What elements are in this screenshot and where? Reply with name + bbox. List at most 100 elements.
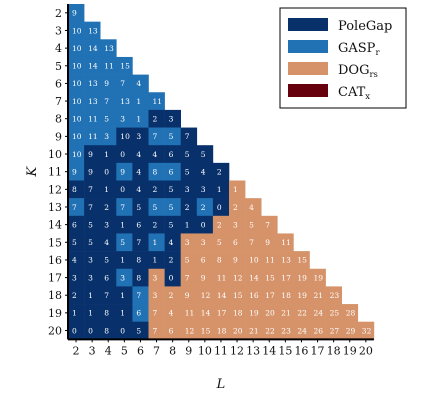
y-tick-label: 8 [55,113,62,126]
heatmap-cell [196,233,214,252]
cell-value-label: 6 [233,238,238,247]
legend-label-subscript: x [365,92,370,102]
heatmap-cell [164,251,181,270]
heatmap-cell [84,286,101,305]
cell-value-label: 19 [297,273,307,282]
heatmap-cell [293,268,310,287]
cell-value-label: 7 [72,203,77,212]
cell-value-label: 10 [120,132,130,141]
cell-value-label: 9 [185,291,190,300]
x-tick-label: 3 [89,344,96,357]
heatmap-cell [180,180,198,199]
y-tick-label: 6 [55,77,62,90]
cell-value-label: 21 [249,326,259,335]
heatmap-cell [148,251,165,270]
heatmap-cell [100,286,117,305]
heatmap-cell [68,145,85,164]
cell-value-label: 4 [153,150,158,159]
y-tick-label: 4 [55,42,62,55]
cell-value-label: 0 [120,326,125,335]
heatmap-cell [357,321,375,340]
heatmap-cell [84,233,101,252]
heatmap-cell [132,92,149,111]
heatmap-cell [116,215,133,234]
heatmap-cell [100,251,117,270]
x-tick-label: 12 [230,344,244,357]
heatmap-cell [229,304,246,322]
cell-value-label: 10 [72,97,82,106]
cell-value-label: 1 [88,309,93,318]
cell-value-label: 4 [104,238,109,247]
cell-value-label: 5 [169,185,174,194]
cell-value-label: 9 [72,167,77,176]
heatmap-cell [229,268,246,287]
legend-label-subscript: rs [369,70,377,80]
heatmap-cell [116,56,133,75]
heatmap-cell [212,304,230,322]
legend-label-cat: CATx [338,85,370,102]
heatmap-cell [261,321,278,340]
heatmap-cell [148,180,165,199]
cell-value-label: 9 [88,150,93,159]
heatmap-cell [148,286,165,305]
cell-value-label: 18 [281,291,291,300]
cell-value-label: 15 [265,273,275,282]
heatmap-cell [116,92,133,111]
cell-value-label: 15 [233,291,243,300]
y-tick-label: 11 [48,166,62,179]
heatmap-cell [148,198,165,217]
cell-value-label: 6 [201,256,206,265]
cell-value-label: 0 [120,185,125,194]
cell-value-label: 3 [153,273,158,282]
heatmap-cell [100,39,117,58]
heatmap-cell [309,268,326,287]
cell-value-label: 25 [330,309,340,318]
cell-value-label: 7 [88,203,93,212]
heatmap-cell [68,198,85,217]
cell-value-label: 13 [281,256,291,265]
cell-value-label: 5 [153,203,158,212]
legend-label-gasp: GASPr [338,41,380,58]
heatmap-cell [164,233,181,252]
heatmap-cell [132,251,149,270]
y-tick-label: 3 [55,24,62,37]
heatmap-cell [245,198,262,217]
heatmap-cell [116,198,133,217]
cell-value-label: 2 [169,256,174,265]
cell-value-label: 24 [297,326,307,335]
heatmap-cell [212,251,230,270]
heatmap-cell [116,74,133,93]
cell-value-label: 5 [185,256,190,265]
cell-value-label: 6 [169,150,174,159]
heatmap-cell [164,180,181,199]
cell-value-label: 3 [136,132,141,141]
heatmap-cell [180,286,198,305]
heatmap-cell [245,304,262,322]
cell-value-label: 28 [346,309,356,318]
heatmap-cell [212,321,230,340]
y-axis-title: K [25,166,40,178]
cell-value-label: 7 [104,291,109,300]
heatmap-cell [148,145,165,164]
cell-value-label: 10 [72,26,82,35]
heatmap-cell [245,286,262,305]
legend-label-text: DOG [338,63,369,78]
cell-value-label: 10 [72,132,82,141]
heatmap-cell [196,180,214,199]
cell-value-label: 10 [72,150,82,159]
heatmap-cell [293,321,310,340]
heatmap-cell [84,39,101,58]
heatmap-cell [148,304,165,322]
cell-value-label: 2 [201,203,206,212]
cell-value-label: 4 [169,309,174,318]
cell-value-label: 27 [330,326,340,335]
heatmap-cell [180,162,198,181]
cell-value-label: 1 [120,309,125,318]
cell-value-label: 15 [120,62,130,71]
cell-value-label: 14 [217,291,227,300]
cell-value-label: 1 [104,150,109,159]
cell-value-label: 0 [104,167,109,176]
heatmap-cell [196,198,214,217]
